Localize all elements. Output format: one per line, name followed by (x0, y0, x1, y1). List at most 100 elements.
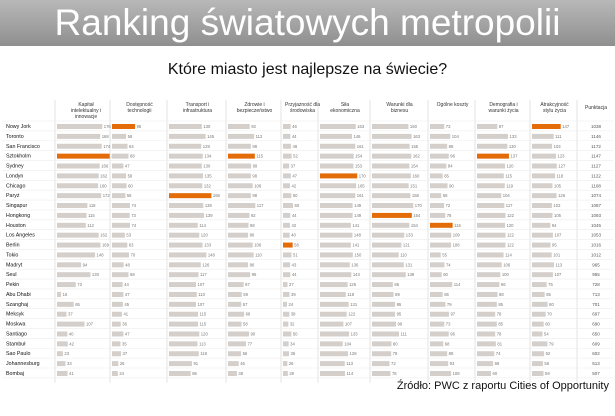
bar-value-label: 37 (68, 312, 73, 317)
bar (477, 252, 504, 258)
bar-value-label: 143 (353, 272, 361, 277)
bar-value-label: 42 (69, 341, 74, 346)
bar (228, 232, 249, 238)
bar (320, 252, 353, 258)
bar (169, 291, 197, 297)
bar (57, 331, 68, 337)
bar-value-label: 64 (129, 144, 134, 149)
city-label: Sydney (6, 164, 24, 170)
bar-value-label: 107 (345, 322, 353, 327)
bar-value-label: 86 (250, 233, 255, 238)
bar (372, 163, 410, 169)
bar (112, 153, 129, 159)
total-value-label: 1038 (591, 124, 602, 129)
bar-value-label: 122 (507, 213, 515, 218)
bar (430, 203, 445, 209)
bar-value-label: 114 (346, 371, 353, 376)
bar-value-label: 168 (102, 134, 110, 139)
bar (228, 222, 249, 228)
bar-value-label: 56 (243, 351, 248, 356)
bar (430, 252, 441, 258)
bar-value-label: 107 (198, 302, 206, 307)
bar (228, 163, 252, 169)
bar (532, 301, 548, 307)
bar (532, 351, 545, 357)
bar-value-label: 105 (554, 213, 562, 218)
bar (320, 203, 353, 209)
bar-value-label: 46 (240, 361, 245, 366)
bar (228, 173, 251, 179)
bar-value-label: 141 (352, 243, 360, 248)
bar (57, 163, 100, 169)
bar-value-label: 146 (353, 134, 361, 139)
city-label: Pekin (6, 282, 19, 288)
total-value-label: 1093 (591, 213, 602, 218)
bar-value-label: 73 (77, 282, 82, 287)
bar (169, 124, 202, 129)
bar-value-label: 141 (352, 223, 360, 228)
bar (283, 361, 288, 367)
bar-value-label: 102 (553, 203, 561, 208)
bar-value-label: 38 (291, 312, 296, 317)
bar-value-label: 62 (546, 351, 551, 356)
bar-value-label: 27 (289, 282, 294, 287)
bar-value-label: 60 (545, 322, 550, 327)
bar-value-label: 120 (507, 164, 515, 169)
bar-value-label: 130 (203, 164, 211, 169)
bar-value-label: 23 (64, 351, 69, 356)
bar-value-label: 95 (552, 243, 557, 248)
total-value-label: 1016 (591, 243, 602, 248)
bar (372, 321, 397, 327)
bar-value-label: 94 (552, 223, 557, 228)
bar (57, 143, 102, 149)
bar (169, 232, 200, 238)
bar-value-label: 98 (252, 193, 257, 198)
bar-value-label: 115 (505, 173, 512, 178)
bar (112, 331, 124, 337)
bar-value-label: 72 (391, 361, 396, 366)
bar-value-label: 38 (238, 371, 243, 376)
bar-value-label: 109 (453, 233, 461, 238)
bar (228, 361, 239, 367)
bar-value-label: 158 (412, 193, 420, 198)
bar (57, 203, 88, 209)
column-header: Kapitał intelektualny i innowacje (71, 102, 101, 120)
bar (228, 252, 254, 258)
city-label: Hongkong (6, 213, 30, 219)
bar (532, 222, 551, 228)
bar-value-label: 133 (351, 331, 359, 336)
bar (228, 371, 237, 376)
bar-value-label: 86 (192, 371, 197, 376)
bar (283, 291, 290, 297)
bar (112, 351, 121, 357)
bar-value-label: 139 (206, 213, 214, 218)
city-label: Madryt (6, 262, 23, 268)
bar (283, 262, 291, 268)
bar-value-label: 126 (349, 282, 357, 287)
bar (372, 222, 410, 228)
bar (112, 371, 118, 376)
bar-value-label: 79 (447, 302, 452, 307)
bar (112, 124, 136, 129)
bar-value-label: 96 (450, 331, 455, 336)
bar (57, 232, 99, 238)
bar (532, 153, 557, 159)
total-value-label: 713 (592, 292, 600, 297)
bar (430, 291, 443, 297)
bar (372, 272, 406, 278)
bar-value-label: 69 (495, 361, 500, 366)
bar (430, 232, 452, 238)
bar-value-label: 133 (406, 233, 414, 238)
bar (112, 193, 126, 199)
bar (477, 242, 506, 248)
bar-value-label: 69 (246, 312, 251, 317)
bar-value-label: 128 (203, 144, 211, 149)
bar (57, 291, 62, 297)
bar-value-label: 65 (444, 173, 449, 178)
bar (477, 193, 502, 199)
bar-value-label: 151 (410, 183, 418, 188)
bar (57, 183, 99, 189)
bar (320, 341, 343, 347)
bar-value-label: 37 (291, 164, 296, 169)
bar-value-label: 72 (446, 203, 451, 208)
